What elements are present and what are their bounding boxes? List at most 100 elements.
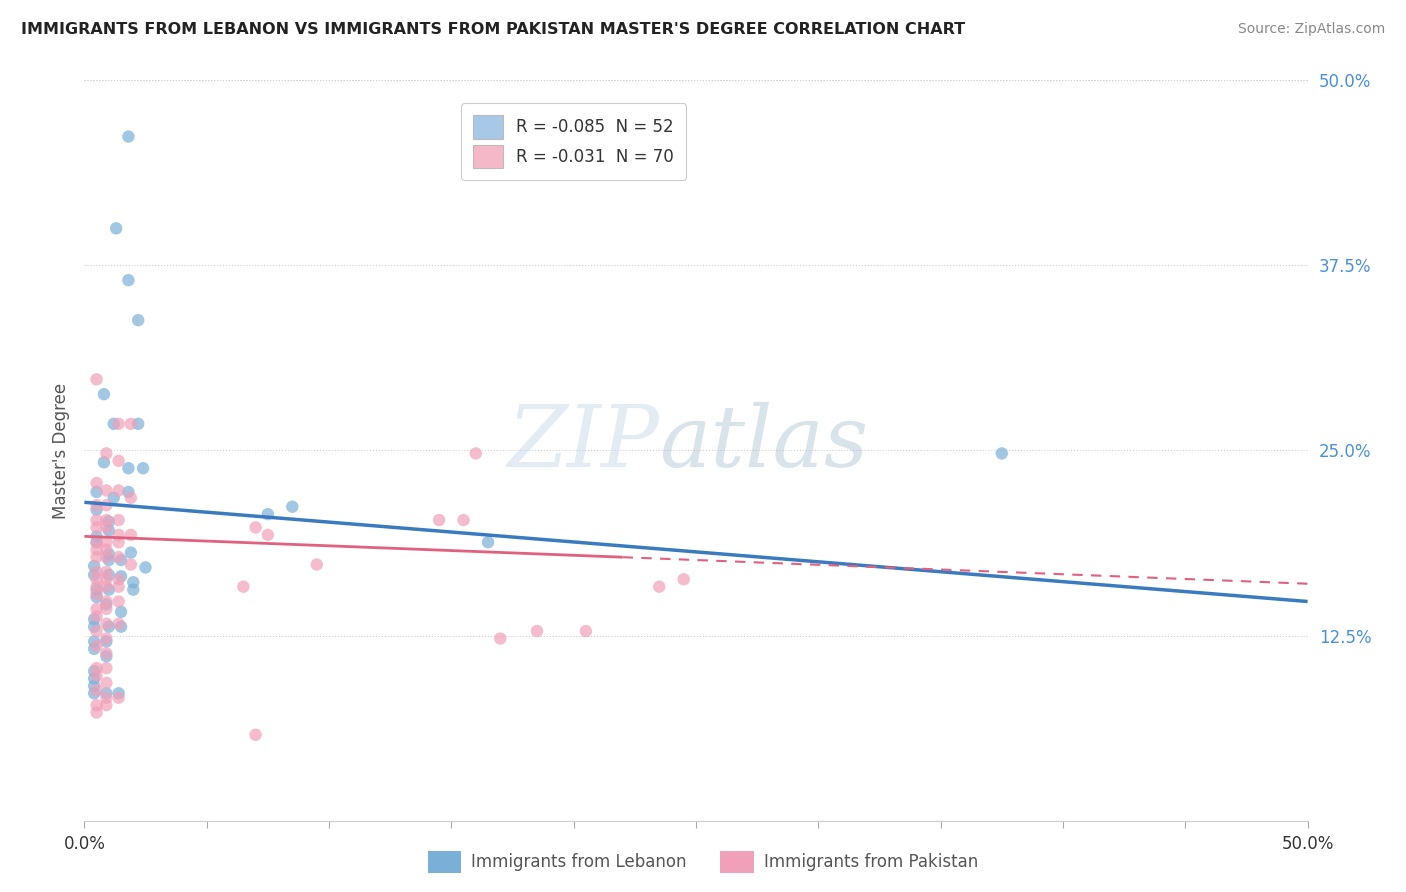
Point [96,646,118,660]
Point [86,698,108,713]
Point [97,515,120,529]
Point [86,502,108,516]
Point [103,491,125,505]
Point [86,550,108,565]
Point [107,690,129,705]
Point [120,417,142,431]
Point [96,542,118,557]
Point [107,594,129,608]
Point [96,572,118,586]
Point [93,455,115,469]
Point [86,668,108,682]
Point [83,558,105,573]
Point [453,513,475,527]
Point [86,609,108,624]
Point [96,594,118,608]
Point [86,661,108,675]
Point [83,641,105,656]
Point [117,273,139,287]
Point [96,550,118,565]
Point [96,632,118,646]
Point [86,706,108,720]
Point [97,553,120,567]
Point [86,372,108,386]
Point [96,661,118,675]
Point [257,528,280,542]
Legend: Immigrants from Lebanon, Immigrants from Pakistan: Immigrants from Lebanon, Immigrants from… [422,845,984,880]
Point [107,580,129,594]
Point [672,572,695,586]
Point [305,558,328,572]
Point [83,567,105,582]
Point [232,580,254,594]
Point [110,553,132,567]
Point [107,550,129,565]
Point [122,582,145,597]
Point [117,484,139,499]
Point [96,634,118,648]
Point [107,572,129,586]
Point [86,580,108,594]
Point [257,507,280,521]
Point [96,686,118,700]
Point [86,683,108,698]
Point [86,535,108,549]
Point [96,602,118,616]
Point [526,624,548,639]
Point [83,679,105,693]
Point [464,446,486,460]
Point [83,634,105,648]
Point [245,520,267,534]
Point [83,612,105,626]
Point [127,313,149,327]
Point [97,582,120,597]
Point [120,558,142,572]
Point [97,620,120,634]
Point [86,484,108,499]
Point [97,524,120,538]
Point [110,569,132,583]
Point [103,417,125,431]
Point [96,513,118,527]
Point [96,649,118,664]
Point [105,221,128,235]
Point [96,483,118,498]
Point [107,483,129,498]
Point [281,500,304,514]
Y-axis label: Master's Degree: Master's Degree [52,383,70,518]
Point [86,639,108,653]
Point [96,676,118,690]
Point [991,446,1014,460]
Point [93,387,115,401]
Point [245,728,267,742]
Point [86,498,108,512]
Point [489,632,512,646]
Point [107,686,129,700]
Text: ZIP: ZIP [508,401,659,484]
Point [427,513,450,527]
Point [477,535,499,549]
Point [648,580,671,594]
Point [110,605,132,619]
Point [132,461,155,475]
Point [96,616,118,631]
Point [122,575,145,590]
Point [86,513,108,527]
Point [86,542,108,557]
Point [107,535,129,549]
Point [83,686,105,700]
Text: atlas: atlas [659,401,869,484]
Point [83,664,105,678]
Point [86,624,108,639]
Point [86,535,108,549]
Point [107,454,129,468]
Point [97,567,120,582]
Point [86,529,108,543]
Point [96,698,118,713]
Point [83,672,105,686]
Point [120,528,142,542]
Point [86,590,108,604]
Point [86,520,108,534]
Point [107,513,129,527]
Point [107,528,129,542]
